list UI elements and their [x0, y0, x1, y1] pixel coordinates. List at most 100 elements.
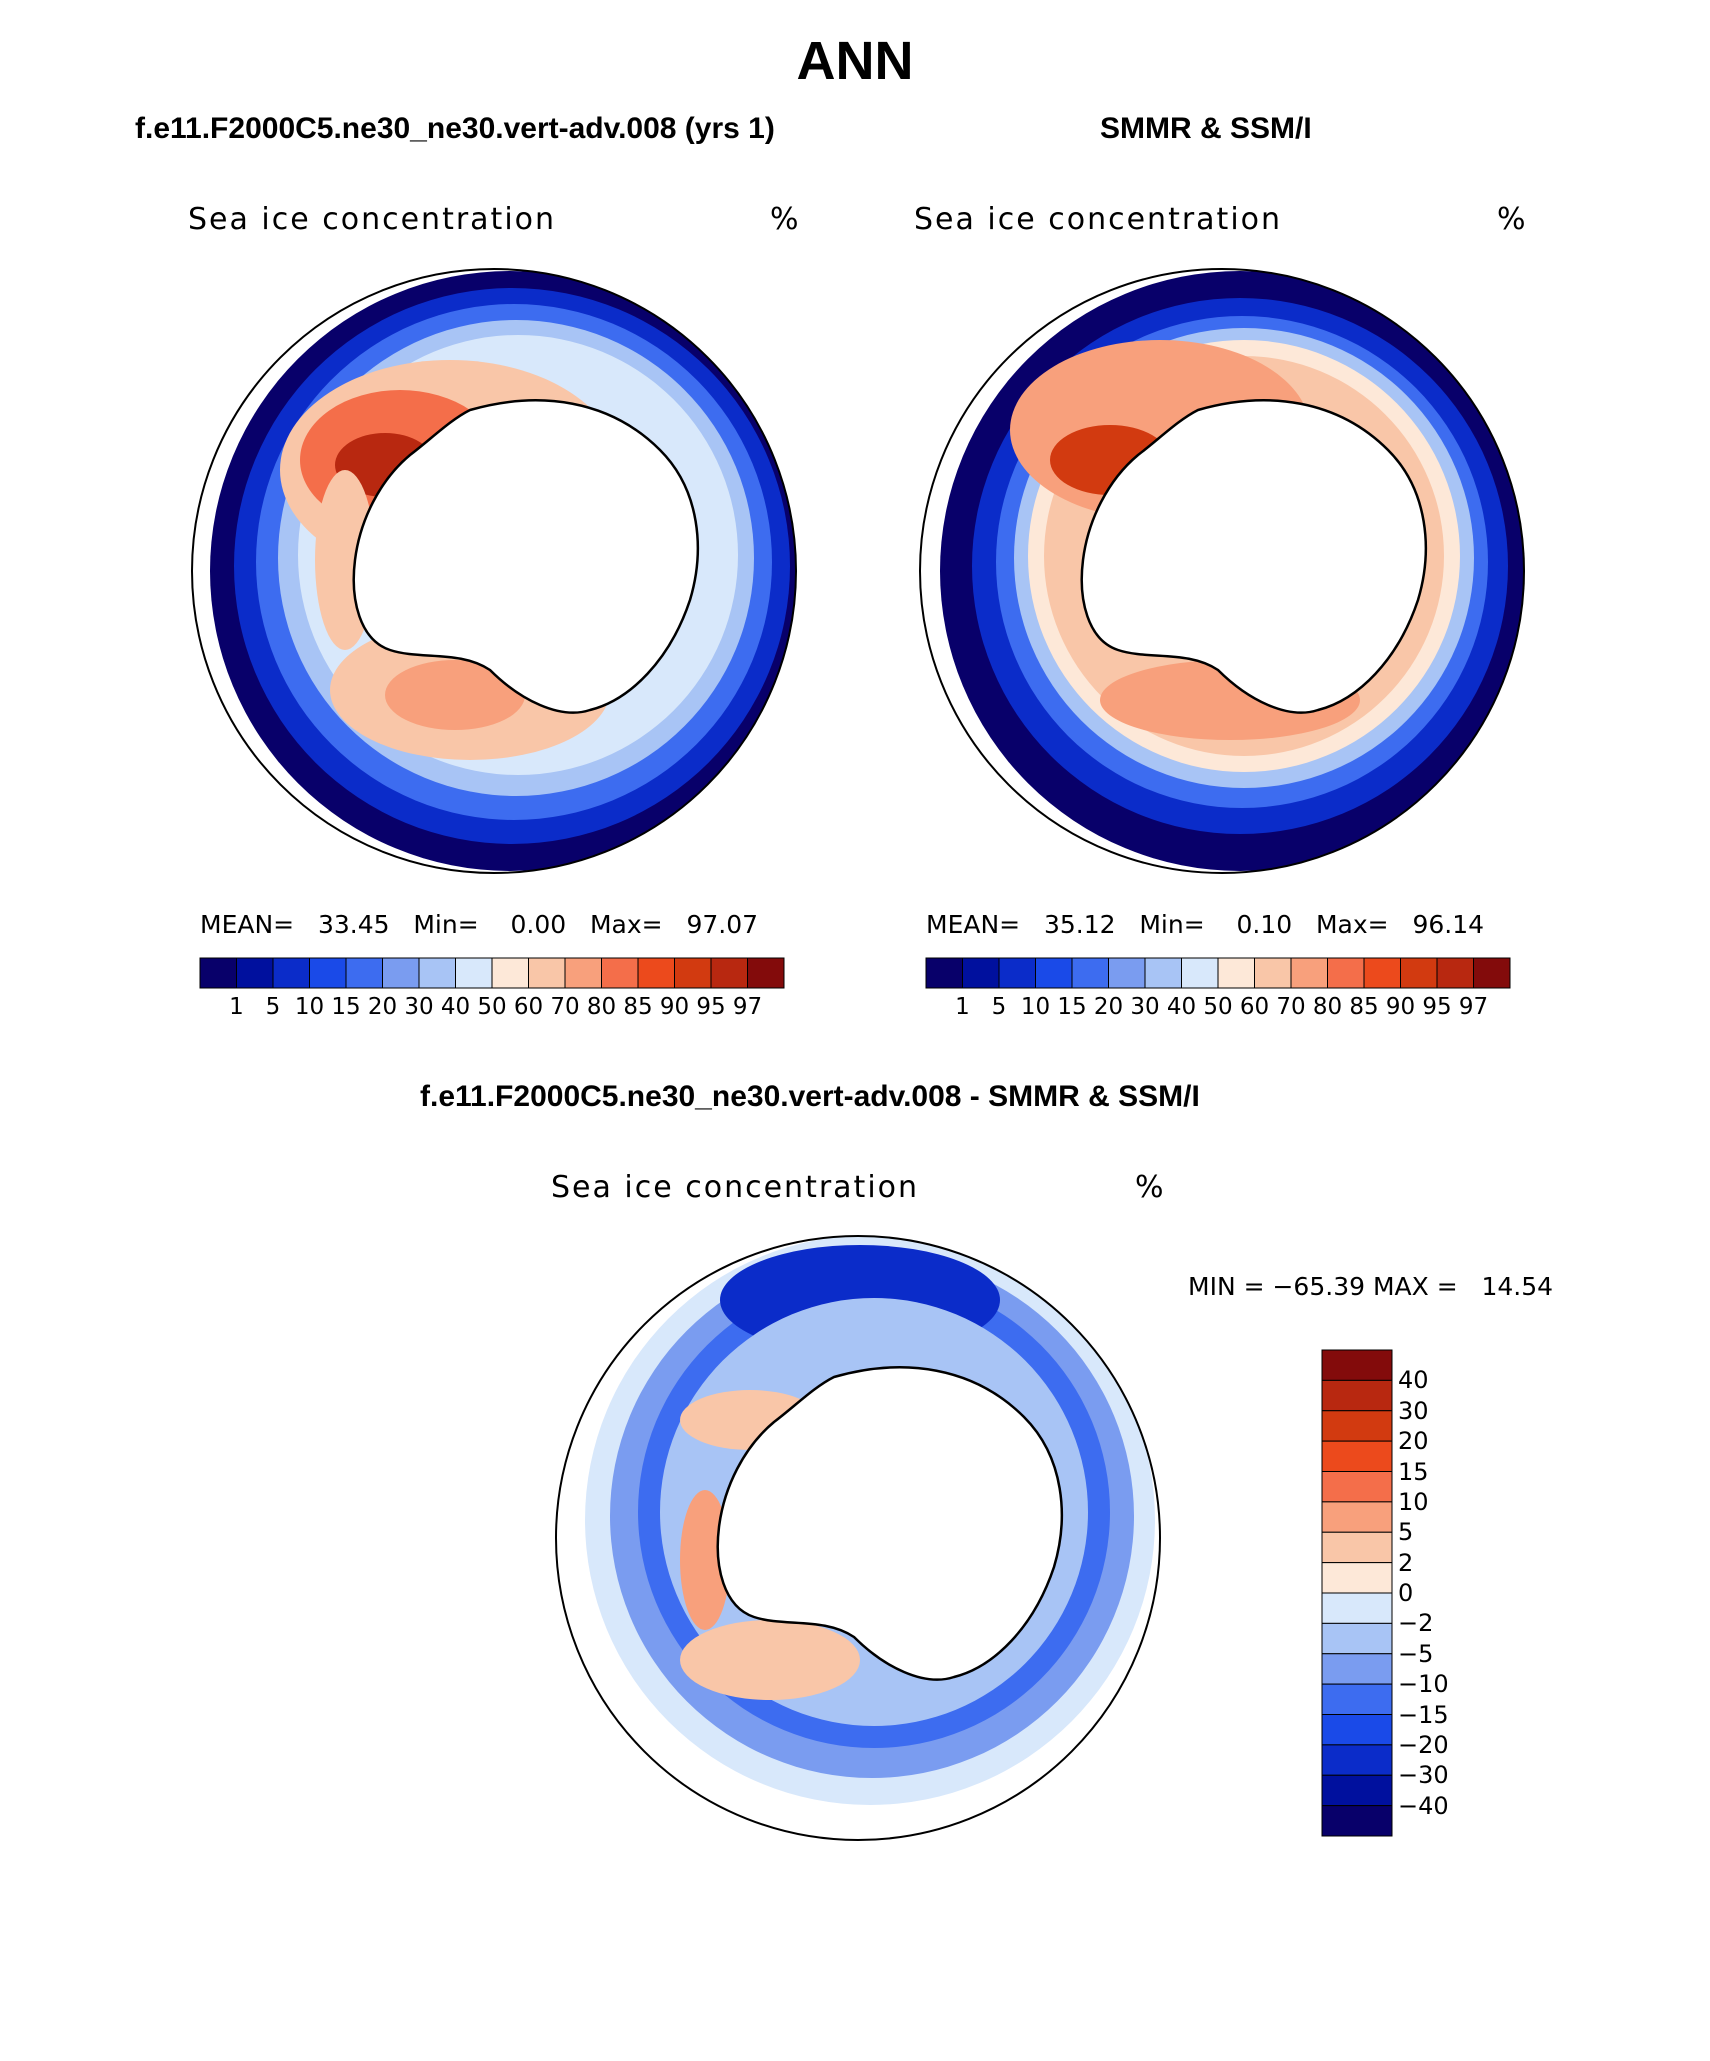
diff-positive-bellingshausen [680, 1490, 730, 1630]
diff-stats: MIN = −65.39 MAX = 14.54 [1188, 1272, 1554, 1301]
right-stats: MEAN= 35.12 Min= 0.10 Max= 96.14 [926, 910, 1485, 939]
diff-colorbar-tick-label: 10 [1398, 1487, 1429, 1516]
diff-colorbar-swatch [1321, 1349, 1393, 1381]
left-unit-label: % [770, 202, 799, 237]
right-map-border [919, 268, 1525, 874]
right-colorbar-swatch [1035, 957, 1073, 989]
left-colorbar-swatch [309, 957, 347, 989]
right-colorbar-swatch [1363, 957, 1401, 989]
diff-colorbar-tick-label: 40 [1398, 1366, 1429, 1395]
diff-colorbar-tick-label: 5 [1398, 1518, 1414, 1547]
diff-colorbar-tick-label: 15 [1398, 1457, 1429, 1486]
diff-colorbar-swatch [1321, 1471, 1393, 1503]
ross-ice-high [385, 660, 525, 730]
left-colorbar-tick-label: 10 [294, 994, 325, 1020]
right-colorbar-swatch [1071, 957, 1109, 989]
left-colorbar-swatch [564, 957, 602, 989]
right-colorbar-swatch [1290, 957, 1328, 989]
diff-variable-label: Sea ice concentration [551, 1170, 920, 1205]
diff-panel-header: f.e11.F2000C5.ne30_ne30.vert-adv.008 - S… [420, 1080, 1200, 1113]
diff-colorbar-tick-label: 2 [1398, 1548, 1414, 1577]
left-colorbar-tick-label: 90 [659, 994, 690, 1020]
figure-title: ANN [796, 31, 914, 91]
diff-colorbar-swatch [1321, 1562, 1393, 1594]
diff-colorbar-swatch [1321, 1653, 1393, 1685]
left-colorbar-swatch [199, 957, 237, 989]
left-colorbar-swatch [345, 957, 383, 989]
diff-positive-ross [680, 1620, 860, 1700]
diff-colorbar-tick-label: 20 [1398, 1427, 1429, 1456]
left-colorbar-swatch [601, 957, 639, 989]
right-colorbar-tick-label: 10 [1020, 994, 1051, 1020]
right-colorbar-tick-label: 1 [955, 994, 970, 1020]
left-colorbar-tick-label: 97 [732, 994, 763, 1020]
diff-colorbar [1321, 1349, 1393, 1837]
right-colorbar-swatch [1144, 957, 1182, 989]
diff-polar-map [556, 1236, 1160, 1840]
right-unit-label: % [1497, 202, 1526, 237]
diff-colorbar-swatch [1321, 1410, 1393, 1442]
antarctica-landmass [716, 1366, 1063, 1681]
right-colorbar-tick-label: 30 [1130, 994, 1160, 1020]
right-colorbar-tick-label: 85 [1349, 994, 1379, 1020]
diff-colorbar-tick-label: −5 [1398, 1639, 1434, 1668]
diff-colorbar-swatch [1321, 1714, 1393, 1746]
right-colorbar-swatch [1254, 957, 1292, 989]
diff-colorbar-tick-label: −15 [1398, 1700, 1449, 1729]
left-stats: MEAN= 33.45 Min= 0.00 Max= 97.07 [200, 910, 759, 939]
antarctica-landmass [352, 399, 699, 714]
left-colorbar-tick-label: 80 [586, 994, 617, 1020]
left-colorbar-swatch [418, 957, 456, 989]
right-colorbar-swatch [1181, 957, 1219, 989]
left-colorbar-tick-label: 50 [477, 994, 507, 1020]
right-polar-map [920, 269, 1524, 873]
diff-colorbar-swatch [1321, 1622, 1393, 1655]
right-colorbar-tick-label: 60 [1239, 994, 1270, 1020]
right-colorbar-tick-label: 80 [1312, 994, 1343, 1020]
left-colorbar-tick-label: 5 [265, 994, 281, 1020]
right-colorbar-swatch [1436, 957, 1474, 989]
diff-colorbar-swatch [1321, 1805, 1393, 1837]
left-colorbar-tick-label: 70 [550, 994, 580, 1020]
right-panel-header: SMMR & SSM/I [1100, 112, 1312, 145]
left-colorbar-tick-label: 95 [696, 994, 726, 1020]
diff-colorbar-tick-label: −20 [1398, 1730, 1449, 1759]
right-colorbar-tick-label: 97 [1458, 994, 1489, 1020]
right-colorbar-swatch [962, 957, 1000, 989]
right-colorbar-tick-label: 70 [1276, 994, 1306, 1020]
right-colorbar-tick-label: 90 [1385, 994, 1416, 1020]
right-colorbar-swatch [1400, 957, 1438, 989]
left-colorbar-tick-label: 85 [623, 994, 653, 1020]
left-colorbar-swatch [710, 957, 748, 989]
left-colorbar-tick-label: 30 [404, 994, 434, 1020]
diff-colorbar-swatch [1321, 1592, 1393, 1624]
diff-colorbar-swatch [1321, 1744, 1393, 1776]
right-colorbar [925, 957, 1511, 989]
diff-colorbar-tick-label: 30 [1398, 1396, 1429, 1425]
left-colorbar [199, 957, 785, 989]
left-variable-label: Sea ice concentration [188, 202, 557, 237]
left-colorbar-tick-label: 20 [367, 994, 398, 1020]
left-colorbar-tick-label: 1 [229, 994, 244, 1020]
right-colorbar-tick-label: 40 [1166, 994, 1197, 1020]
right-colorbar-swatch [1108, 957, 1146, 989]
left-colorbar-swatch [236, 957, 274, 989]
right-colorbar-swatch [1217, 957, 1255, 989]
left-map-border [191, 268, 797, 874]
right-colorbar-swatch [1327, 957, 1365, 989]
diff-map-border [555, 1235, 1161, 1841]
left-colorbar-swatch [637, 957, 675, 989]
left-colorbar-swatch [747, 957, 785, 989]
right-colorbar-tick-label: 15 [1057, 994, 1087, 1020]
diff-colorbar-tick-label: 0 [1398, 1579, 1414, 1607]
diff-colorbar-swatch [1321, 1440, 1393, 1472]
diff-unit-label: % [1135, 1170, 1164, 1205]
left-colorbar-swatch [674, 957, 712, 989]
left-colorbar-swatch [272, 957, 310, 989]
diff-colorbar-tick-label: −2 [1398, 1609, 1434, 1638]
diff-colorbar-swatch [1321, 1501, 1393, 1533]
right-colorbar-swatch [1473, 957, 1511, 989]
left-colorbar-swatch [455, 957, 493, 989]
left-colorbar-tick-label: 40 [440, 994, 471, 1020]
right-variable-label: Sea ice concentration [914, 202, 1283, 237]
